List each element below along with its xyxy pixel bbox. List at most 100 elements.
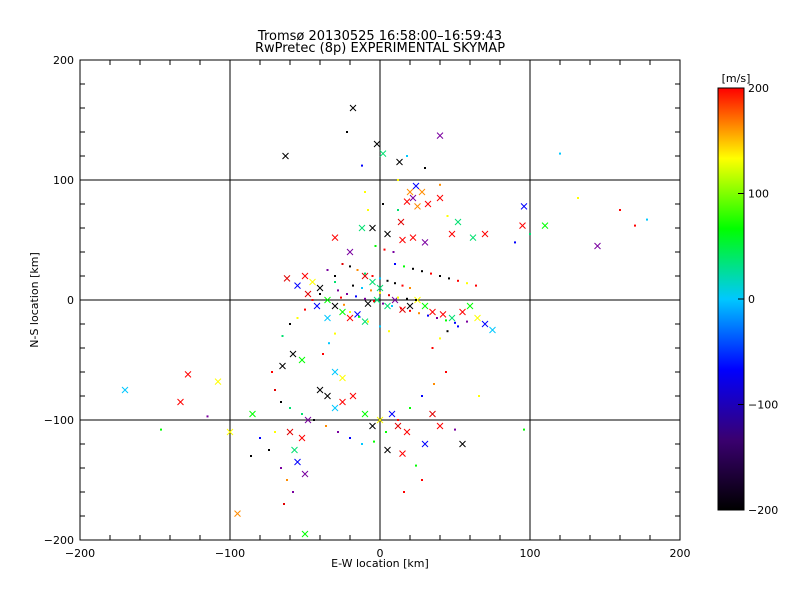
point-dot [457, 279, 459, 282]
point-cross [384, 446, 391, 454]
y-axis-ticks: 200 100 0 −100 −200 [44, 54, 680, 547]
point-cross [291, 446, 298, 454]
point-dot [340, 296, 342, 299]
point-cross [396, 158, 403, 166]
point-cross [279, 362, 286, 370]
point-cross [384, 302, 391, 310]
point-cross [474, 314, 481, 322]
point-cross [388, 410, 396, 418]
point-cross [448, 230, 456, 238]
point-cross [289, 350, 297, 358]
point-dot [466, 282, 468, 285]
x-tick-label: −100 [215, 547, 245, 560]
point-dot [397, 209, 399, 211]
point-cross [346, 248, 354, 256]
point-dot [337, 431, 339, 433]
point-cross [541, 222, 549, 229]
point-cross [376, 416, 384, 424]
point-cross [489, 326, 496, 334]
point-cross [414, 203, 421, 210]
chart-title: Tromsø 20130525 16:58:00–16:59:43 [257, 29, 502, 44]
point-dot [355, 295, 357, 298]
point-cross [403, 198, 411, 205]
point-dot [361, 287, 363, 289]
point-cross [421, 239, 429, 246]
point-cross [397, 218, 405, 226]
point-cross [339, 398, 346, 406]
point-dot [383, 248, 386, 251]
colorbar-ticks: 200 100 0 −100 −200 [738, 82, 778, 517]
point-cross [409, 194, 417, 202]
point-dot [397, 419, 399, 421]
point-cross [594, 242, 601, 250]
point-dot [439, 337, 441, 340]
point-dot [325, 425, 327, 427]
point-dot [379, 277, 381, 280]
point-cross [298, 434, 306, 442]
point-dot [409, 309, 411, 312]
point-cross [376, 284, 384, 292]
point-dot [367, 209, 369, 211]
point-cross [349, 104, 357, 112]
point-cross [424, 200, 432, 208]
point-dot [457, 325, 459, 328]
point-dot [430, 272, 432, 275]
point-dot [382, 203, 384, 205]
point-dot [281, 335, 284, 337]
point-dot [436, 317, 438, 319]
point-dot [358, 315, 360, 318]
point-cross [361, 272, 369, 280]
point-dot [367, 320, 369, 323]
point-cross [439, 311, 447, 318]
point-dot [341, 263, 344, 265]
point-dot [274, 431, 276, 433]
point-cross [414, 296, 421, 304]
point-dot [634, 224, 636, 227]
point-dot [259, 437, 261, 439]
point-dot [379, 325, 381, 328]
point-dot [386, 279, 389, 282]
grid-lines [80, 60, 680, 540]
point-dot [343, 303, 345, 306]
point-cross [361, 318, 369, 325]
point-dot [274, 389, 276, 391]
point-dot [319, 293, 321, 295]
point-dot [577, 197, 579, 199]
point-cross [436, 422, 444, 430]
point-cross [384, 230, 391, 238]
point-dot [289, 407, 291, 409]
point-cross [316, 284, 324, 292]
point-dot [364, 272, 366, 275]
x-axis-ticks: −200 −100 0 100 200 [65, 60, 691, 560]
point-cross [331, 302, 339, 310]
point-cross [324, 392, 331, 400]
point-cross [294, 458, 301, 466]
point-dot [206, 415, 209, 418]
point-dot [364, 297, 366, 300]
point-cross [304, 416, 312, 424]
point-cross [406, 188, 414, 196]
y-tick-label: 0 [67, 294, 74, 307]
point-dot [283, 503, 285, 505]
point-dot [334, 332, 336, 335]
point-dot [424, 167, 426, 169]
point-cross [286, 428, 294, 436]
point-cross [214, 378, 222, 385]
point-dot [529, 233, 531, 235]
colorbar-tick-label: 100 [748, 188, 769, 201]
x-tick-label: 200 [670, 547, 691, 560]
point-dot [304, 308, 306, 311]
point-cross [369, 422, 376, 430]
point-cross [519, 222, 526, 229]
point-dot [271, 371, 273, 373]
point-dot [445, 319, 447, 322]
y-tick-label: 100 [53, 174, 74, 187]
chart-subtitle: RwPretec (8p) EXPERIMENTAL SKYMAP [255, 41, 505, 56]
point-cross [364, 300, 372, 307]
point-dot [415, 299, 417, 301]
colorbar-tick-label: −100 [748, 399, 778, 412]
point-cross [459, 440, 466, 448]
x-axis-label: E-W location [km] [331, 557, 429, 570]
point-cross [316, 386, 324, 394]
